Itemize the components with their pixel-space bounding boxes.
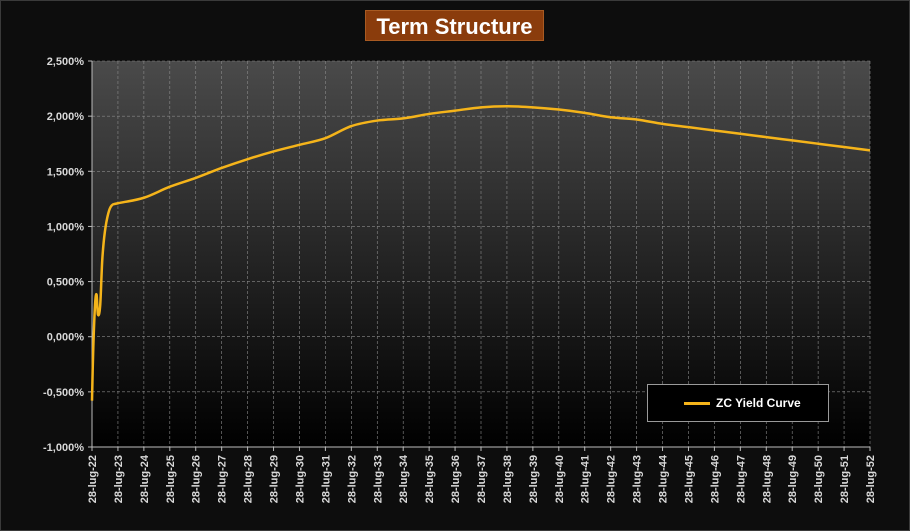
x-tick-label: 28-lug-22 <box>87 455 99 503</box>
x-tick-labels: 28-lug-22 28-lug-23 28-lug-24 28-lug-25 28-l… <box>87 454 877 503</box>
x-tick-label: 28-lug-50 <box>813 455 825 503</box>
x-tick-label: 28-lug-40 <box>554 455 566 503</box>
x-tick-label: 28-lug-39 <box>528 455 540 503</box>
x-tick-label: 28-lug-44 <box>658 454 670 503</box>
x-tick-label: 28-lug-23 <box>113 455 125 503</box>
y-tick-label: 2,000% <box>47 111 85 123</box>
x-tick-label: 28-lug-27 <box>217 455 229 503</box>
x-tick-label: 28-lug-32 <box>346 455 358 503</box>
x-tick-label: 28-lug-43 <box>632 455 644 503</box>
x-tick-label: 28-lug-36 <box>450 455 462 503</box>
legend: ZC Yield Curve <box>647 384 829 422</box>
x-tick-label: 28-lug-49 <box>787 455 799 503</box>
x-tick-label: 28-lug-33 <box>372 455 384 503</box>
x-tick-label: 28-lug-48 <box>761 455 773 503</box>
legend-label: ZC Yield Curve <box>716 396 801 410</box>
x-tick-label: 28-lug-52 <box>865 455 877 503</box>
x-tick-label: 28-lug-45 <box>683 455 695 503</box>
x-tick-label: 28-lug-38 <box>502 455 514 503</box>
x-tick-label: 28-lug-30 <box>294 455 306 503</box>
gridlines <box>88 60 871 451</box>
x-tick-label: 28-lug-31 <box>320 455 332 503</box>
y-tick-label: -0,500% <box>43 387 84 399</box>
series-line-zc-yield-curve <box>90 104 871 401</box>
x-tick-label: 28-lug-51 <box>839 455 851 503</box>
x-tick-label: 28-lug-28 <box>243 455 255 503</box>
y-tick-label: 2,500% <box>47 56 85 68</box>
x-tick-label: 28-lug-41 <box>580 455 592 503</box>
series-layer <box>90 104 871 401</box>
y-tick-label: 1,500% <box>47 166 85 178</box>
x-tick-label: 28-lug-24 <box>139 454 151 503</box>
y-tick-label: 0,500% <box>47 277 85 289</box>
y-tick-labels: -1,000% -0,500% 0,000% 0,500% 1,000% 1,500% 2,… <box>43 56 84 454</box>
x-tick-label: 28-lug-37 <box>476 455 488 503</box>
x-tick-label: 28-lug-47 <box>735 455 747 503</box>
x-tick-label: 28-lug-46 <box>709 455 721 503</box>
x-tick-label: 28-lug-42 <box>606 455 618 503</box>
x-tick-label: 28-lug-25 <box>165 455 177 503</box>
x-tick-label: 28-lug-29 <box>269 455 281 503</box>
x-tick-label: 28-lug-34 <box>398 454 410 503</box>
x-tick-label: 28-lug-26 <box>191 455 203 503</box>
legend-line-swatch <box>684 401 710 405</box>
y-tick-label: -1,000% <box>43 442 84 454</box>
y-tick-label: 0,000% <box>47 332 85 344</box>
y-tick-label: 1,000% <box>47 221 85 233</box>
chart-title: Term Structure <box>365 10 544 41</box>
x-tick-label: 28-lug-35 <box>424 455 436 503</box>
